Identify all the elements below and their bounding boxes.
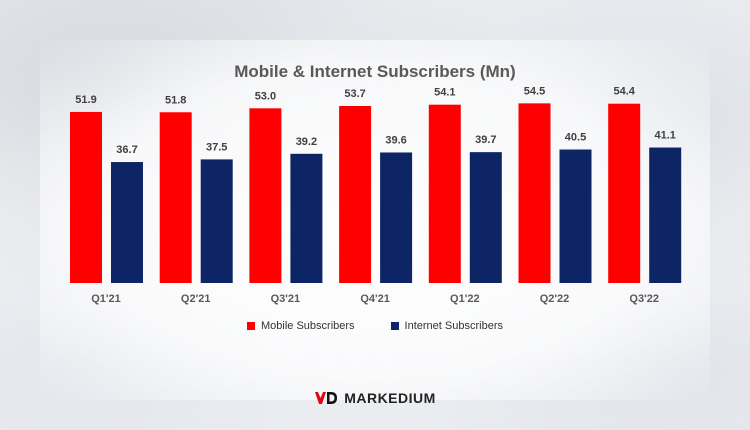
markedium-logo-icon [315,392,338,404]
data-label-mobile-2: 53.0 [255,90,276,102]
bar-internet-0 [111,162,143,283]
bar-mobile-5 [518,103,551,283]
data-label-internet-3: 39.6 [385,134,406,146]
data-label-mobile-5: 54.5 [524,85,545,97]
data-label-mobile-3: 53.7 [344,88,365,100]
x-tick-label-1: Q2'21 [181,293,211,305]
data-label-mobile-6: 54.4 [613,86,635,98]
data-label-mobile-0: 51.9 [75,94,96,106]
bar-mobile-2 [249,108,282,283]
bar-internet-6 [649,147,682,283]
data-label-internet-1: 37.5 [206,141,227,153]
bar-mobile-6 [608,103,641,283]
x-tick-label-4: Q1'22 [450,293,480,305]
legend-item-mobile: Mobile Subscribers [247,320,355,332]
bar-mobile-0 [70,111,102,284]
chart-legend: Mobile Subscribers Internet Subscribers [0,320,750,332]
data-label-internet-0: 36.7 [116,144,137,156]
x-tick-label-2: Q3'21 [271,293,301,305]
chart-title: Mobile & Internet Subscribers (Mn) [234,62,516,81]
data-label-internet-6: 41.1 [654,130,675,142]
bar-internet-3 [380,152,413,283]
x-tick-label-3: Q4'21 [360,293,390,305]
x-tick-label-5: Q2'22 [540,293,570,305]
x-tick-label-6: Q3'22 [629,293,659,305]
legend-label-mobile: Mobile Subscribers [261,320,355,332]
legend-item-internet: Internet Subscribers [390,320,503,332]
bar-internet-2 [290,153,323,283]
bar-internet-5 [559,149,592,283]
legend-swatch-mobile [247,322,255,330]
legend-label-internet: Internet Subscribers [404,320,503,332]
data-label-mobile-4: 54.1 [434,87,455,99]
x-tick-label-0: Q1'21 [91,293,121,305]
brand-name: MARKEDIUM [344,390,436,406]
brand-logo: MARKEDIUM [0,390,750,406]
bar-mobile-4 [428,104,461,283]
background-wash [40,40,710,400]
bar-internet-4 [469,152,502,283]
bar-internet-1 [200,159,233,283]
data-label-mobile-1: 51.8 [165,94,186,106]
legend-swatch-internet [390,322,399,330]
data-label-internet-2: 39.2 [296,136,317,148]
bar-mobile-3 [339,106,372,284]
bar-mobile-1 [159,112,192,283]
data-label-internet-5: 40.5 [565,132,586,144]
data-label-internet-4: 39.7 [475,134,496,146]
